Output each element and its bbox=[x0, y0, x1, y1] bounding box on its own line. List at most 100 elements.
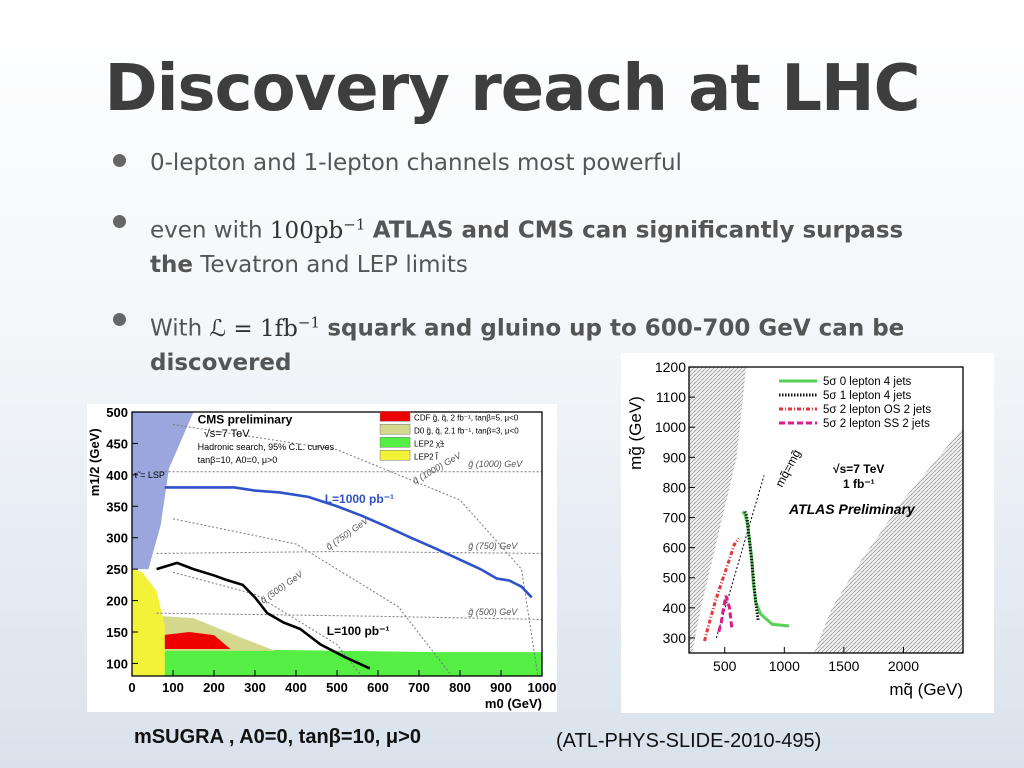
atlas-y-tick-label: 1100 bbox=[656, 389, 686, 405]
cms-legend-swatch-3 bbox=[379, 450, 411, 461]
bullet-2-post: Tevatron and LEP limits bbox=[200, 251, 468, 278]
cms-y-tick-label: 500 bbox=[106, 405, 128, 420]
cms-y-tick-label: 450 bbox=[106, 436, 128, 451]
atlas-y-tick-label: 900 bbox=[663, 449, 687, 465]
cms-y-tick-label: 400 bbox=[106, 468, 128, 483]
atlas-title: ATLAS Preliminary bbox=[788, 501, 916, 517]
cms-x-tick-label: 300 bbox=[244, 680, 266, 695]
bullet-2-bold: ATLAS and CMS can significantly surpass … bbox=[150, 217, 904, 278]
gluino-contour-label: g̃ (500) GeV bbox=[468, 607, 518, 617]
cms-y-tick-label: 150 bbox=[106, 625, 128, 640]
atlas-plot-frame bbox=[688, 366, 964, 654]
squark-contour-1 bbox=[172, 518, 453, 677]
atlas-series-line-0 bbox=[741, 510, 790, 628]
cms-x-tick-label: 500 bbox=[326, 680, 348, 695]
cms-legend-swatch-2 bbox=[379, 437, 411, 448]
atlas-y-tick-label: 1000 bbox=[655, 419, 686, 435]
cms-legend-swatch-1 bbox=[379, 424, 411, 435]
atlas-series-line-1 bbox=[743, 510, 760, 621]
atlas-y-tick-label: 1200 bbox=[655, 359, 686, 375]
bullet-2: even with 100pb−1 ATLAS and CMS can sign… bbox=[113, 207, 930, 282]
cms-x-tick-label: 900 bbox=[490, 680, 512, 695]
cms-x-tick-label: 100 bbox=[162, 680, 184, 695]
atlas-y-tick-label: 600 bbox=[663, 540, 687, 556]
excluded-region-right bbox=[814, 427, 963, 653]
cms-x-tick-label: 600 bbox=[367, 680, 389, 695]
cms-legend-label-2: LEP2 χ̃± bbox=[414, 439, 445, 448]
gluino-contour-750 bbox=[156, 551, 543, 554]
slide-title: Discovery reach at LHC bbox=[104, 52, 920, 126]
cms-legend-label-0: CDF g̃, q̃, 2 fb⁻¹, tanβ=5, μ<0 bbox=[414, 413, 519, 422]
series-label-1000pb: L=1000 pb⁻¹ bbox=[325, 492, 394, 506]
cms-x-tick-label: 400 bbox=[285, 680, 307, 695]
bullet-2-pre: even with bbox=[150, 217, 263, 244]
lep2-slepton-region bbox=[132, 569, 165, 676]
bullet-3-bold: squark and gluino up to 600-700 GeV can … bbox=[150, 315, 905, 376]
bullet-dot bbox=[113, 313, 126, 326]
cms-x-tick-label: 0 bbox=[128, 680, 135, 695]
bullet-1-text: 0-lepton and 1-lepton channels most powe… bbox=[150, 150, 682, 176]
bullet-3-math: ℒ = 1fb−1 bbox=[209, 313, 320, 342]
squark-contour-label: q̃ (500) GeV bbox=[259, 568, 306, 605]
atlas-legend-label-2: 5σ 2 lepton OS 2 jets bbox=[823, 404, 931, 416]
cdf-excluded-region bbox=[162, 632, 231, 649]
bullet-dot bbox=[113, 154, 126, 167]
stau-lsp-label: τ̃ = LSP bbox=[134, 470, 165, 480]
atlas-y-tick-label: 800 bbox=[663, 479, 687, 495]
cms-y-tick-label: 250 bbox=[106, 562, 128, 577]
cms-y-tick-label: 100 bbox=[106, 656, 128, 671]
atlas-y-tick-label: 400 bbox=[663, 600, 687, 616]
atlas-x-tick-label: 2000 bbox=[888, 658, 919, 674]
atlas-series-line-2 bbox=[703, 537, 741, 642]
atlas-y-tick-label: 500 bbox=[663, 570, 687, 586]
caption-msugra: mSUGRA , A0=0, tanβ=10, μ>0 bbox=[134, 726, 421, 748]
atlas-lumi-label: 1 fb⁻¹ bbox=[843, 477, 875, 491]
cms-title: CMS preliminary bbox=[198, 412, 293, 426]
atlas-legend-label-3: 5σ 2 lepton SS 2 jets bbox=[823, 418, 930, 430]
cms-subtitle-0: √s=7 TeV bbox=[204, 428, 251, 440]
bullet-3: With ℒ = 1fb−1 squark and gluino up to 6… bbox=[113, 305, 930, 380]
cms-chart-svg: g̃ (1000) GeV g̃ (750) GeV g̃ (500) GeV q̃ … bbox=[87, 405, 557, 711]
atlas-y-tick-label: 300 bbox=[663, 630, 687, 646]
cms-chart: g̃ (1000) GeV g̃ (750) GeV g̃ (500) GeV q̃ … bbox=[87, 404, 557, 712]
gluino-contour-500 bbox=[156, 612, 543, 620]
cms-subtitle-2: tanβ=10, A0=0, μ>0 bbox=[198, 455, 278, 465]
cms-x-axis-label: m0 (GeV) bbox=[485, 696, 542, 711]
cms-x-tick-label: 1000 bbox=[528, 680, 557, 695]
gluino-contour-label: g̃ (1000) GeV bbox=[468, 459, 523, 469]
cms-y-tick-label: 350 bbox=[106, 499, 128, 514]
cms-legend-label-3: LEP2 l̃ bbox=[414, 452, 438, 461]
cms-series-line-1 bbox=[156, 561, 371, 670]
atlas-energy-label: √s=7 TeV bbox=[833, 462, 884, 476]
cms-x-tick-label: 700 bbox=[408, 680, 430, 695]
cms-subtitle-1: Hadronic search, 95% C.L. curves bbox=[198, 442, 335, 452]
cms-legend-label-1: D0 g̃, q̃, 2.1 fb⁻¹, tanβ=3, μ<0 bbox=[414, 426, 519, 435]
bullet-2-math: 100pb−1 bbox=[269, 215, 366, 244]
squark-contour-label: q̃ (750) GeV bbox=[324, 515, 371, 552]
cms-y-axis-label: m1/2 (GeV) bbox=[87, 428, 102, 496]
atlas-chart: 500 1000 1500 2000 300 400 500 600 700 800 900 1000… bbox=[621, 353, 994, 713]
atlas-legend-label-0: 5σ 0 lepton 4 jets bbox=[823, 376, 912, 388]
atlas-y-tick-label: 700 bbox=[663, 510, 687, 526]
atlas-chart-svg: 500 1000 1500 2000 300 400 500 600 700 800 900 1000… bbox=[626, 359, 964, 699]
series-label-100pb: L=100 pb⁻¹ bbox=[327, 624, 390, 638]
cms-series-line-0 bbox=[164, 486, 533, 599]
atlas-x-axis-label: mq̃ (GeV) bbox=[889, 680, 963, 699]
excluded-region-left bbox=[689, 367, 747, 653]
atlas-y-axis-label: mg̃ (GeV) bbox=[626, 396, 645, 470]
atlas-series-line-3 bbox=[717, 595, 734, 633]
caption-reference: (ATL-PHYS-SLIDE-2010-495) bbox=[556, 730, 822, 752]
cms-x-tick-label: 800 bbox=[449, 680, 471, 695]
atlas-x-tick-label: 1500 bbox=[828, 658, 859, 674]
cms-x-tick-label: 200 bbox=[203, 680, 225, 695]
stau-lsp-region bbox=[132, 412, 194, 570]
cms-y-tick-label: 300 bbox=[106, 531, 128, 546]
gluino-contour-label: g̃ (750) GeV bbox=[468, 541, 518, 551]
equal-mass-label: mq̃=mg̃ bbox=[772, 447, 803, 489]
atlas-x-tick-label: 1000 bbox=[769, 658, 800, 674]
bullet-1: 0-lepton and 1-lepton channels most powe… bbox=[113, 146, 930, 180]
cms-y-tick-label: 200 bbox=[106, 594, 128, 609]
atlas-x-tick-label: 500 bbox=[713, 658, 737, 674]
atlas-legend-label-1: 5σ 1 lepton 4 jets bbox=[823, 390, 912, 402]
bullet-dot bbox=[113, 215, 126, 228]
